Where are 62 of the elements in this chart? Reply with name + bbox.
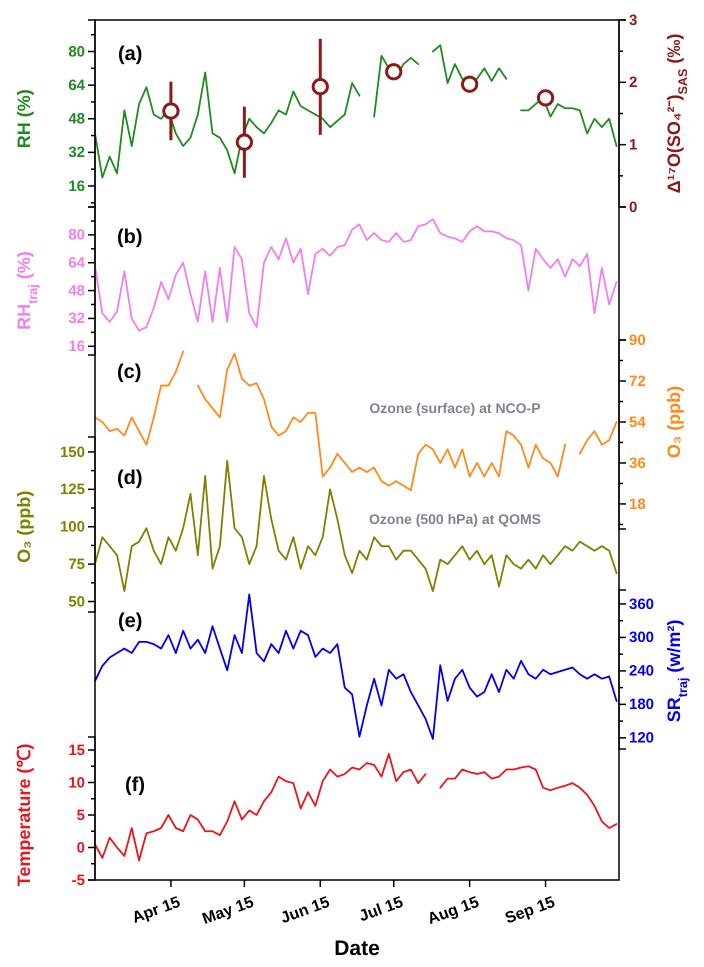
y-tick-label: 150 [60, 444, 85, 461]
point [312, 78, 329, 96]
x-tick-label: Apr 15 [130, 894, 183, 927]
y-axis-title: RH (%) [14, 89, 34, 148]
x-tick-label: Sep 15 [502, 894, 558, 928]
y2-tick-label: 3 [629, 12, 638, 29]
point [385, 63, 402, 80]
x-tick-label: Jun 15 [278, 894, 332, 928]
y-tick-label: 125 [60, 481, 85, 498]
x-tick-label: Aug 15 [425, 894, 482, 928]
x-tick-label: Jul 15 [357, 894, 406, 926]
y2-axis-title: O₃ (ppb) [664, 386, 684, 458]
y-tick-label: 5 [76, 806, 85, 824]
y-tick-label: 48 [68, 282, 85, 300]
y2-tick-label: 180 [629, 696, 654, 714]
point [236, 134, 253, 151]
y-tick-label: 80 [68, 43, 85, 60]
annotation: (a) [118, 43, 142, 65]
y-tick-label: 32 [68, 144, 85, 162]
y2-tick-label: 2 [629, 74, 638, 92]
y2-tick-label: 90 [629, 332, 646, 349]
y2-tick-label: 72 [629, 372, 646, 390]
annotation: (f) [125, 774, 145, 796]
y-tick-label: 100 [60, 518, 85, 536]
y-tick-label: 75 [68, 556, 85, 573]
y2-tick-label: 360 [629, 596, 654, 613]
y-tick-label: 32 [68, 310, 85, 328]
line-series [94, 594, 618, 740]
y-tick-label: -5 [72, 872, 85, 889]
annotation: Ozone (surface) at NCO-P [369, 400, 541, 416]
y2-tick-label: 1 [629, 136, 638, 154]
y2-tick-label: 0 [629, 198, 638, 216]
x-axis-title: Date [334, 937, 380, 960]
annotation: (d) [117, 467, 143, 489]
y2-tick-label: 18 [629, 496, 646, 513]
annotation: (e) [118, 610, 142, 632]
y-axis-title: Temperature (℃) [14, 744, 34, 886]
annotation: Ozone (500 hPa) at QOMS [369, 511, 541, 527]
y-axis-title: O₃ (ppb) [14, 490, 34, 563]
y-tick-label: 48 [68, 110, 85, 128]
y-tick-label: 16 [68, 338, 85, 356]
point [461, 76, 478, 93]
point [162, 102, 180, 120]
y-tick-label: 16 [68, 178, 85, 195]
y2-tick-label: 120 [629, 730, 654, 747]
y-tick-label: 0 [76, 839, 85, 856]
y-tick-label: 50 [68, 593, 85, 610]
y-tick-label: 15 [68, 742, 85, 759]
x-tick-label: May 15 [200, 894, 256, 928]
point [536, 89, 554, 107]
annotation: (b) [117, 226, 143, 248]
line-series [94, 218, 618, 332]
y2-tick-label: 240 [629, 662, 654, 680]
y-tick-label: 10 [68, 774, 85, 792]
y-tick-label: 64 [68, 254, 86, 272]
y2-tick-label: 54 [629, 414, 646, 431]
y2-tick-label: 36 [629, 454, 646, 472]
annotation: (c) [117, 361, 142, 383]
y-tick-label: 80 [68, 226, 85, 244]
y2-tick-label: 300 [629, 629, 654, 646]
y-tick-label: 64 [68, 76, 86, 94]
line-series [94, 460, 618, 592]
